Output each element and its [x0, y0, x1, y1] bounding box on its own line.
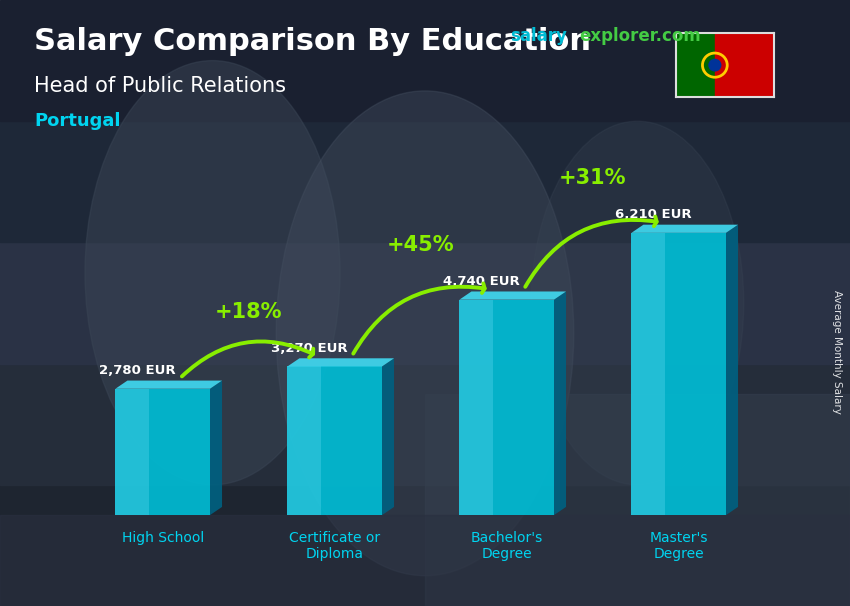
- Text: 2,780 EUR: 2,780 EUR: [99, 364, 175, 377]
- Text: Head of Public Relations: Head of Public Relations: [34, 76, 286, 96]
- Circle shape: [709, 59, 721, 71]
- Text: +45%: +45%: [387, 235, 455, 255]
- FancyBboxPatch shape: [459, 299, 492, 515]
- Bar: [425, 394, 850, 606]
- Bar: [0, 242, 850, 364]
- FancyBboxPatch shape: [287, 367, 382, 515]
- FancyBboxPatch shape: [116, 389, 149, 515]
- Polygon shape: [287, 358, 394, 367]
- Polygon shape: [459, 291, 566, 299]
- Text: 6,210 EUR: 6,210 EUR: [615, 208, 691, 221]
- Bar: [0, 364, 850, 485]
- Text: Average Monthly Salary: Average Monthly Salary: [832, 290, 842, 413]
- Text: 4,740 EUR: 4,740 EUR: [443, 275, 519, 288]
- Text: 3,270 EUR: 3,270 EUR: [270, 342, 347, 355]
- Bar: [715, 33, 774, 97]
- Polygon shape: [116, 381, 222, 389]
- Text: Salary Comparison By Education: Salary Comparison By Education: [34, 27, 591, 56]
- Polygon shape: [382, 358, 394, 515]
- Polygon shape: [726, 225, 738, 515]
- Ellipse shape: [276, 91, 574, 576]
- Text: +31%: +31%: [559, 168, 626, 188]
- FancyBboxPatch shape: [632, 233, 726, 515]
- Text: explorer.com: explorer.com: [580, 27, 701, 45]
- Text: +18%: +18%: [215, 302, 282, 322]
- Bar: [676, 33, 715, 97]
- Polygon shape: [210, 381, 222, 515]
- FancyBboxPatch shape: [632, 233, 665, 515]
- Polygon shape: [632, 225, 738, 233]
- Ellipse shape: [85, 61, 340, 485]
- Polygon shape: [554, 291, 566, 515]
- Ellipse shape: [531, 121, 744, 485]
- Bar: [0, 485, 850, 606]
- Text: Portugal: Portugal: [34, 112, 121, 130]
- FancyBboxPatch shape: [116, 389, 210, 515]
- Bar: [0, 0, 850, 121]
- Text: salary: salary: [510, 27, 567, 45]
- FancyBboxPatch shape: [287, 367, 320, 515]
- Bar: [0, 515, 850, 606]
- Bar: [0, 121, 850, 242]
- FancyBboxPatch shape: [459, 299, 554, 515]
